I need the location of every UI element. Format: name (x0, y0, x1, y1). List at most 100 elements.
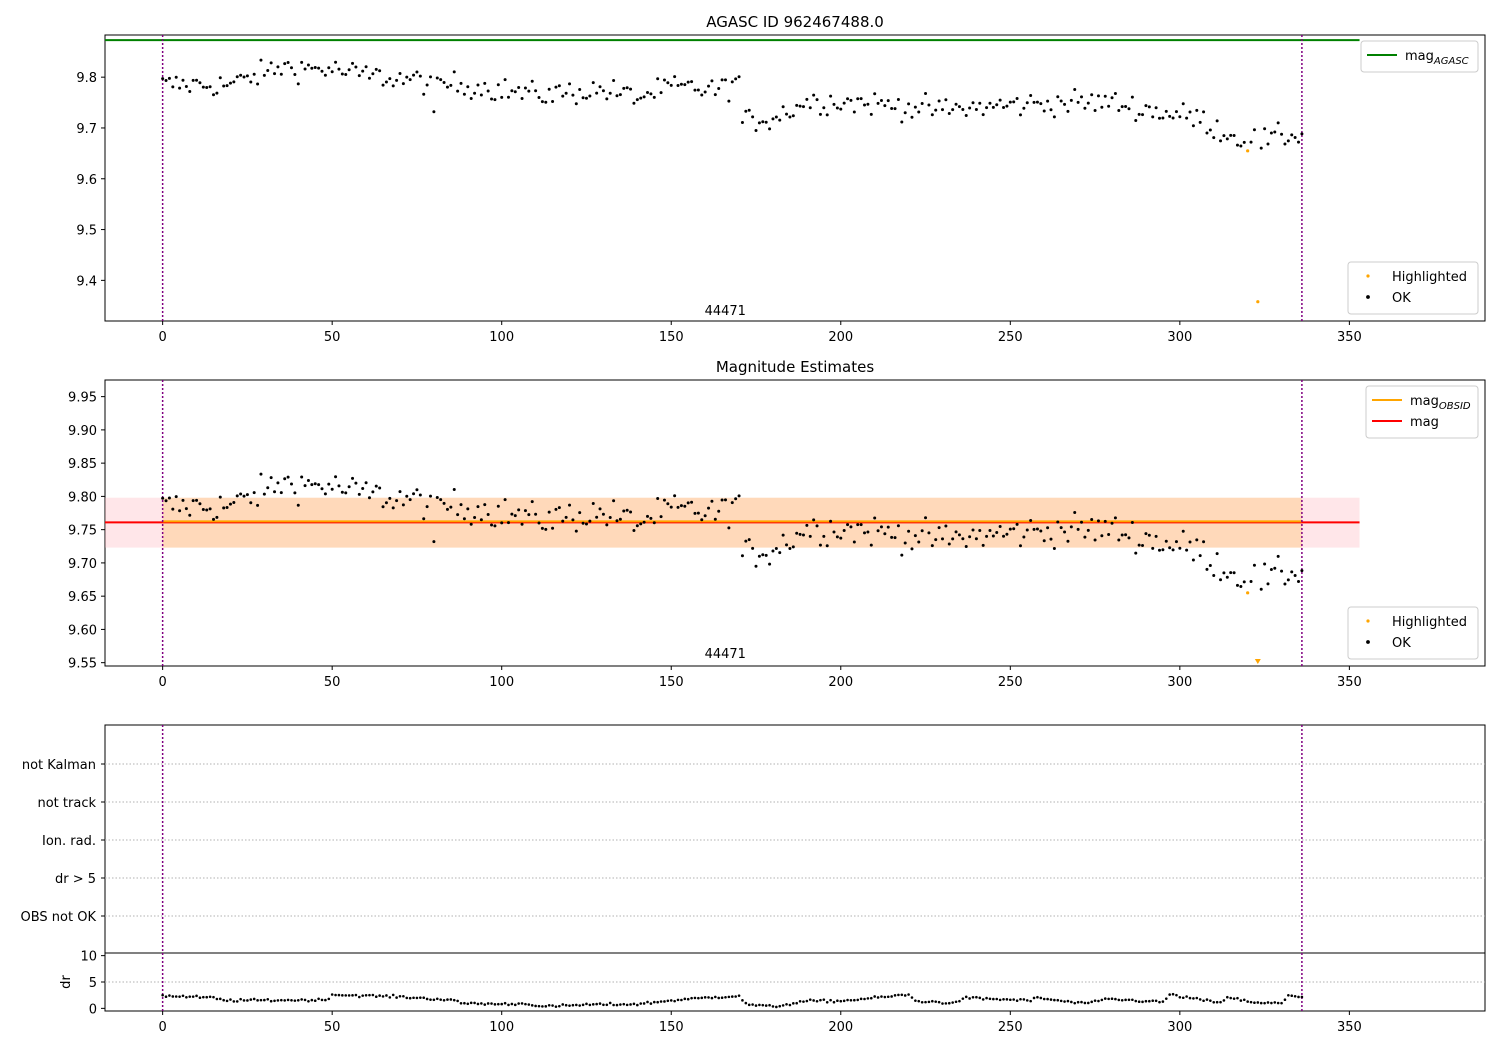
ok-point (832, 530, 836, 534)
ok-point (1100, 105, 1104, 109)
ok-point (317, 483, 321, 487)
ok-point (1032, 527, 1036, 531)
ok-point (1242, 580, 1246, 584)
ok-point (1144, 532, 1148, 536)
dr-point (981, 998, 985, 1001)
ok-point (181, 498, 185, 502)
dr-point (890, 995, 893, 998)
dr-point (717, 996, 721, 1000)
ok-point (269, 476, 273, 480)
ok-point (490, 97, 494, 101)
x-tick-label: 50 (324, 1020, 341, 1035)
ok-point (693, 88, 697, 92)
dr-point (364, 993, 368, 997)
ok-point (167, 496, 171, 500)
ok-point (551, 526, 555, 530)
ok-point (625, 508, 629, 512)
ok-point (913, 105, 917, 109)
ok-point (561, 94, 565, 98)
ok-point (584, 522, 588, 526)
ok-point (1290, 133, 1294, 137)
ok-point (876, 101, 880, 105)
legend-marker (1366, 640, 1370, 644)
ok-point (259, 472, 263, 476)
ok-point (222, 506, 226, 510)
ok-point (208, 85, 212, 89)
ok-point (917, 110, 921, 114)
ok-point (740, 554, 744, 558)
ok-point (1066, 539, 1070, 543)
dr-point (1164, 997, 1168, 1000)
dr-point (354, 993, 358, 997)
dr-point (1032, 996, 1036, 1000)
ok-point (584, 96, 588, 100)
ok-point (846, 97, 850, 101)
dr-point (849, 998, 853, 1002)
ok-point (161, 496, 165, 500)
ok-point (259, 58, 263, 62)
magnitude-estimates-panel: 0 50 100 150 200 250 300 350 9.55 9.60 9.65 9.70 9.7… (68, 358, 1486, 690)
dr-point (761, 1003, 765, 1007)
dr-point (408, 996, 412, 1000)
dr-point (1036, 995, 1039, 999)
ok-point (327, 482, 331, 486)
dr-point (853, 998, 856, 1002)
ok-point (462, 92, 466, 96)
ok-point (452, 70, 456, 74)
ok-point (1252, 563, 1256, 567)
x-tick-label: 150 (659, 1020, 684, 1035)
ok-point (727, 99, 731, 103)
ok-point (1205, 567, 1209, 571)
dr-point (944, 1002, 948, 1005)
dr-point (947, 1001, 951, 1005)
ok-point (1242, 140, 1246, 144)
dr-point (812, 999, 815, 1002)
dr-point (995, 997, 999, 1001)
dr-point (1029, 999, 1032, 1003)
dr-point (286, 998, 290, 1002)
dr-point (1202, 999, 1205, 1003)
ok-point (1076, 100, 1080, 104)
dr-point (1273, 1001, 1277, 1004)
ok-point (517, 508, 521, 512)
ok-point (944, 524, 948, 528)
dr-point (510, 1002, 514, 1006)
dr-point (625, 1003, 629, 1007)
dr-point (558, 1004, 561, 1008)
dr-point (1287, 993, 1290, 997)
y-tick-label: 9.55 (68, 657, 97, 672)
dr-point (822, 998, 826, 1001)
dr-point (958, 999, 961, 1003)
ok-point (391, 84, 395, 88)
ok-point (781, 533, 785, 537)
ok-point (1269, 131, 1273, 135)
dr-point (1012, 998, 1015, 1001)
ok-point (1015, 97, 1019, 101)
dr-point (368, 993, 371, 997)
ok-point (744, 539, 748, 543)
ok-point (384, 501, 388, 505)
dr-point (802, 1000, 805, 1003)
dr-point (361, 994, 364, 997)
dr-point (968, 997, 971, 1000)
dr-point (863, 997, 866, 1001)
dr-point (188, 995, 192, 998)
ok-point (1300, 569, 1304, 573)
ok-point (537, 95, 541, 99)
dr-point (839, 999, 843, 1003)
ok-point (1191, 558, 1195, 562)
dr-point (218, 997, 222, 1001)
ok-point (367, 76, 371, 80)
ok-point (662, 498, 666, 502)
ok-point (598, 507, 602, 511)
ok-point (622, 509, 626, 513)
ok-point (544, 527, 548, 531)
ok-point (1008, 100, 1012, 104)
ok-point (398, 490, 402, 494)
ok-point (289, 482, 293, 486)
ok-point (1161, 116, 1165, 120)
ok-point (347, 68, 351, 72)
ok-point (978, 529, 982, 533)
ok-point (191, 78, 195, 82)
ok-point (863, 531, 867, 535)
